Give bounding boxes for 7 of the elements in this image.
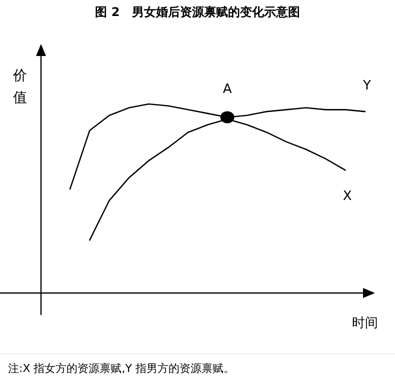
- annotation: A: [222, 82, 232, 98]
- series-label: X: [342, 189, 352, 204]
- y-axis-title: 价值: [12, 68, 27, 106]
- text: 注:X 指女方的资源禀赋,Y 指男方的资源禀赋。: [8, 362, 234, 375]
- chart-title: 图 2 男女婚后资源禀赋的变化示意图: [95, 5, 300, 19]
- series-label: Y: [362, 78, 372, 94]
- x-axis-title: 时间: [352, 316, 378, 331]
